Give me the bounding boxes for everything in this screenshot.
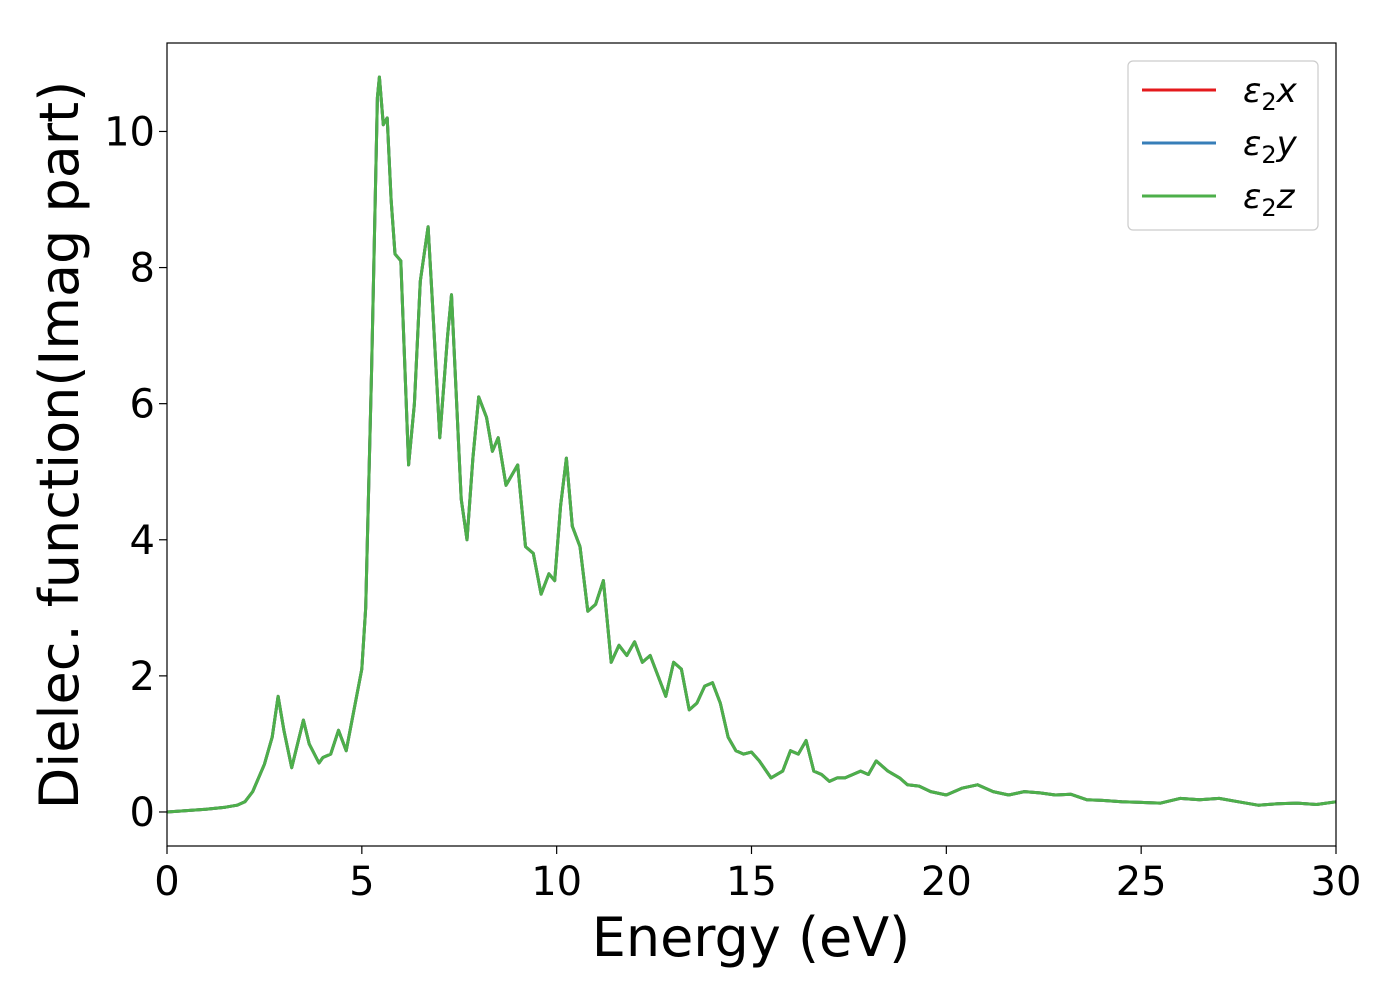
x-axis-title: Energy (eV) xyxy=(592,906,911,969)
x-tick-label: 25 xyxy=(1116,859,1167,905)
x-tick-label: 30 xyxy=(1311,859,1362,905)
legend-box xyxy=(1127,60,1319,231)
y-tick-label: 0 xyxy=(130,790,155,836)
legend-label-y: ε2y xyxy=(1243,124,1298,169)
legend-label-z: ε2z xyxy=(1243,177,1296,222)
x-tick-label: 10 xyxy=(531,859,582,905)
y-axis-ticks: 0 2 4 6 8 10 xyxy=(104,109,167,836)
legend-label-x: ε2x xyxy=(1243,71,1298,116)
x-tick-label: 0 xyxy=(154,859,179,905)
x-axis-ticks: 0 5 10 15 20 25 30 xyxy=(154,846,1361,905)
y-axis-title: Dielec. function(Imag part) xyxy=(28,81,91,810)
y-tick-label: 10 xyxy=(104,109,155,155)
series-layer xyxy=(166,75,1337,814)
x-tick-label: 20 xyxy=(921,859,972,905)
x-tick-label: 15 xyxy=(726,859,777,905)
series-line-z xyxy=(166,75,1337,814)
legend: ε2x ε2y ε2z xyxy=(1127,60,1319,231)
x-tick-label: 5 xyxy=(349,859,374,905)
y-tick-label: 8 xyxy=(130,246,155,292)
y-tick-label: 2 xyxy=(130,654,155,700)
y-tick-label: 4 xyxy=(130,518,155,564)
y-tick-label: 6 xyxy=(130,382,155,428)
